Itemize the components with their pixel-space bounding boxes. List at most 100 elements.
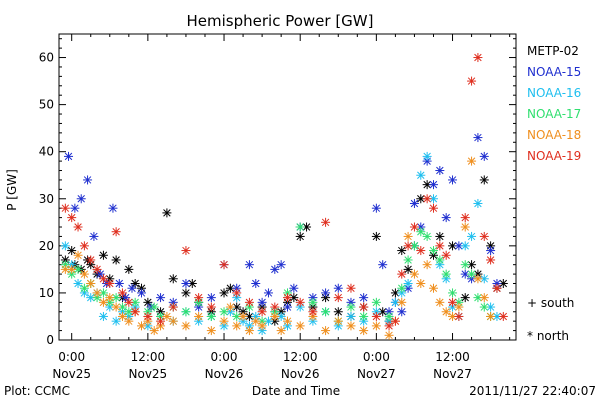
data-point [422, 180, 432, 190]
y-tick-label: 10 [39, 286, 54, 300]
y-tick-label: 30 [39, 192, 54, 206]
data-point [257, 321, 267, 331]
data-point [149, 302, 159, 312]
data-point [270, 302, 280, 312]
data-point [321, 307, 331, 317]
data-point [251, 279, 261, 289]
data-point [422, 194, 432, 204]
data-point [98, 274, 108, 284]
data-point [460, 260, 470, 270]
data-point [238, 311, 248, 321]
data-point [283, 316, 292, 326]
legend-entry-noaa-17: NOAA-17 [527, 107, 581, 121]
data-point [422, 260, 432, 270]
data-point [479, 175, 489, 185]
x-tick-label-date: Nov26 [281, 367, 320, 381]
data-point [384, 321, 394, 331]
data-point [473, 198, 483, 208]
data-point [283, 293, 292, 303]
legend-entry-noaa-19: NOAA-19 [527, 149, 581, 163]
data-point [114, 279, 124, 289]
data-point [244, 297, 254, 307]
data-point [232, 311, 242, 321]
x-tick-label-time: 0:00 [58, 350, 85, 364]
data-point [83, 175, 93, 185]
data-marks [60, 53, 508, 340]
data-point [371, 311, 381, 321]
legend-entry-noaa-18: NOAA-18 [527, 128, 581, 142]
x-tick-label-date: Nov27 [357, 367, 396, 381]
y-axis: 0 10 20 30 40 50 60 [39, 38, 516, 347]
data-point [409, 222, 419, 232]
x-axis: 0:00 Nov25 12:00 Nov25 0:00 Nov26 12:00 Nov26 0:… [52, 34, 511, 381]
legend-entry-noaa-15: NOAA-15 [527, 65, 581, 79]
data-point [73, 222, 83, 232]
data-point [371, 297, 381, 307]
data-point [397, 269, 407, 279]
data-point [346, 311, 356, 321]
data-point [137, 321, 147, 331]
data-point [98, 288, 108, 298]
data-point [181, 288, 191, 298]
data-point [346, 321, 356, 331]
data-point [111, 255, 121, 265]
data-point [359, 311, 369, 321]
data-point [117, 288, 127, 298]
data-point [92, 264, 102, 274]
x-tick-label-date: Nov25 [129, 367, 168, 381]
data-point [143, 297, 153, 307]
data-point [244, 260, 254, 270]
data-point [232, 288, 242, 298]
data-point [295, 231, 305, 241]
data-point [276, 260, 286, 270]
data-point [409, 269, 419, 279]
data-point [276, 326, 286, 336]
data-point [384, 311, 394, 321]
data-point [441, 213, 451, 223]
data-point [397, 283, 407, 293]
data-point [486, 255, 496, 265]
data-point [308, 297, 318, 307]
data-point [67, 264, 77, 274]
x-tick-label-time: 12:00 [131, 350, 166, 364]
data-point [181, 321, 191, 331]
data-point [219, 307, 229, 317]
y-tick-label: 60 [39, 51, 54, 65]
data-point [479, 302, 489, 312]
data-point [244, 326, 254, 336]
data-point [308, 307, 318, 317]
data-point [219, 288, 229, 298]
data-point [64, 151, 74, 161]
data-point [194, 311, 204, 321]
data-point [92, 288, 102, 298]
data-point [428, 194, 438, 204]
data-point [79, 241, 89, 251]
data-point [371, 203, 381, 213]
data-point [435, 231, 445, 241]
x-tick-label-date: Nov25 [52, 367, 91, 381]
data-point [295, 222, 305, 232]
x-tick-label-time: 12:00 [283, 350, 318, 364]
data-point [130, 297, 140, 307]
data-point [460, 293, 470, 303]
data-point [448, 175, 458, 185]
data-point [460, 269, 470, 279]
x-tick-label-date: Nov27 [433, 367, 472, 381]
data-point [86, 293, 96, 303]
data-point [479, 293, 489, 303]
data-point [403, 279, 413, 289]
data-point [168, 302, 178, 312]
data-point [206, 293, 216, 303]
data-point [206, 326, 216, 336]
data-point [397, 297, 407, 307]
data-point [441, 250, 451, 260]
data-point [289, 283, 299, 293]
data-point [428, 180, 438, 190]
data-point [448, 288, 458, 298]
data-point [194, 293, 204, 303]
data-point [60, 241, 70, 251]
data-point [295, 321, 305, 331]
data-point [359, 326, 369, 336]
data-point [60, 203, 70, 213]
